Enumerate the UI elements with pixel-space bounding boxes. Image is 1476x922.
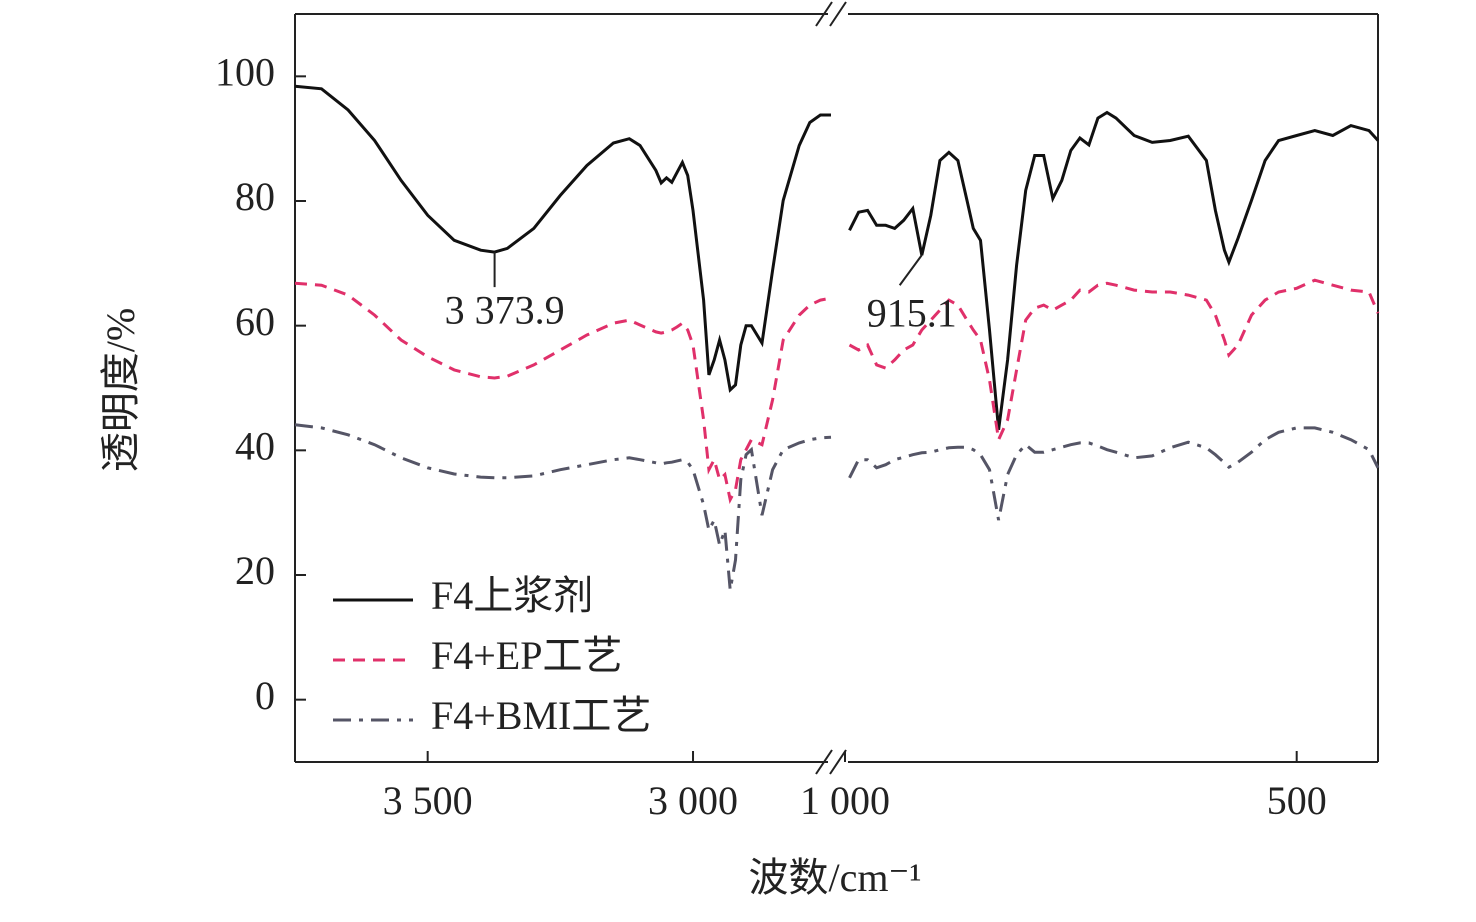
legend-label: F4+BMI工艺 (431, 693, 651, 738)
series-line (294, 278, 1380, 504)
y-axis-label: 透明度/% (98, 308, 143, 472)
x-tick-label: 3 500 (383, 778, 473, 823)
y-tick-label: 100 (215, 50, 275, 95)
y-tick-label: 80 (235, 174, 275, 219)
y-tick-label: 60 (235, 299, 275, 344)
annotation: 915.1 (867, 290, 957, 335)
legend-label: F4+EP工艺 (431, 633, 622, 678)
y-tick-label: 20 (235, 548, 275, 593)
x-tick-label: 3 000 (648, 778, 738, 823)
annotation-leader (898, 254, 923, 286)
x-tick-label: 1 000 (800, 778, 890, 823)
x-tick-label: 500 (1267, 778, 1327, 823)
series-line (294, 423, 1380, 591)
x-axis-label: 波数/cm⁻¹ (748, 855, 921, 900)
legend-label: F4上浆剂 (431, 573, 593, 618)
y-tick-label: 0 (255, 673, 275, 718)
annotation: 3 373.9 (445, 287, 565, 332)
series-line (294, 84, 1380, 430)
y-tick-label: 40 (235, 424, 275, 469)
